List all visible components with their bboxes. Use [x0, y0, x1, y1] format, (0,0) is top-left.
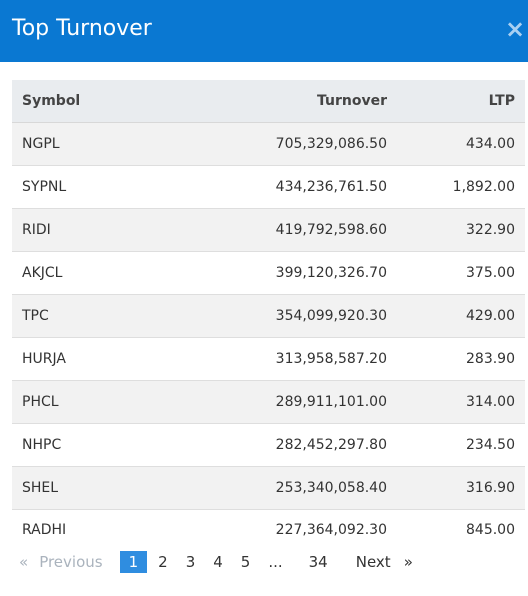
page-34-button[interactable]: 34 [308, 553, 328, 571]
cell-symbol: TPC [12, 294, 182, 338]
cell-symbol: RIDI [12, 208, 182, 252]
cell-turnover: 289,911,101.00 [182, 380, 397, 424]
cell-turnover: 253,340,058.40 [182, 466, 397, 510]
page-ellipsis: ... [268, 553, 283, 571]
cell-ltp: 234.50 [397, 423, 525, 467]
page-4-button[interactable]: 4 [213, 553, 223, 571]
table-row[interactable]: HURJA 313,958,587.20 283.90 [12, 337, 525, 381]
table-row[interactable]: PHCL 289,911,101.00 314.00 [12, 380, 525, 424]
cell-ltp: 283.90 [397, 337, 525, 381]
table-row[interactable]: RADHI 227,364,092.30 845.00 [12, 509, 525, 550]
pagination: « Previous 1 2 3 4 5... 34 Next » [12, 548, 424, 576]
page-3-button[interactable]: 3 [185, 553, 196, 571]
cell-symbol: NGPL [12, 122, 182, 166]
cell-turnover: 434,236,761.50 [182, 165, 397, 209]
cell-turnover: 227,364,092.30 [275, 521, 387, 538]
table-row[interactable]: RIDI 419,792,598.60 322.90 [12, 208, 525, 252]
table-header-row: Symbol Turnover LTP [12, 80, 525, 123]
modal-title: Top Turnover [12, 16, 152, 41]
next-button[interactable]: Next [355, 553, 391, 571]
cell-symbol: RADHI [22, 521, 67, 538]
cell-symbol: PHCL [12, 380, 182, 424]
page-1-button[interactable]: 1 [119, 551, 148, 573]
close-icon[interactable]: × [504, 15, 526, 43]
cell-symbol: SHEL [12, 466, 182, 510]
column-header-ltp: LTP [397, 80, 525, 123]
cell-turnover: 419,792,598.60 [182, 208, 397, 252]
cell-symbol: AKJCL [12, 251, 182, 295]
table-row[interactable]: SHEL 253,340,058.40 316.90 [12, 466, 525, 510]
modal-header: Top Turnover × [0, 0, 528, 62]
cell-symbol: HURJA [12, 337, 182, 381]
cell-ltp: 845.00 [466, 521, 515, 538]
turnover-table: Symbol Turnover LTP NGPL 705,329,086.50 43… [12, 80, 525, 550]
cell-ltp: 322.90 [397, 208, 525, 252]
page-numbers: 1 2 3 4 5... 34 [119, 551, 339, 573]
cell-turnover: 705,329,086.50 [182, 122, 397, 166]
previous-button: Previous [39, 553, 103, 571]
turnover-table-container: Symbol Turnover LTP NGPL 705,329,086.50 43… [12, 80, 525, 550]
cell-ltp: 314.00 [397, 380, 525, 424]
table-row[interactable]: TPC 354,099,920.30 429.00 [12, 294, 525, 338]
cell-ltp: 1,892.00 [397, 165, 525, 209]
cell-symbol: SYPNL [12, 165, 182, 209]
cell-turnover: 399,120,326.70 [182, 251, 397, 295]
cell-turnover: 313,958,587.20 [182, 337, 397, 381]
table-row[interactable]: NGPL 705,329,086.50 434.00 [12, 122, 525, 166]
next-arrow[interactable]: » [403, 553, 413, 571]
table-row[interactable]: NHPC 282,452,297.80 234.50 [12, 423, 525, 467]
cell-turnover: 354,099,920.30 [182, 294, 397, 338]
column-header-turnover: Turnover [182, 80, 397, 123]
page-5-button[interactable]: 5 [240, 553, 251, 571]
table-body: NGPL 705,329,086.50 434.00 SYPNL 434,236,761… [12, 122, 525, 550]
cell-turnover: 282,452,297.80 [182, 423, 397, 467]
table-row[interactable]: SYPNL 434,236,761.50 1,892.00 [12, 165, 525, 209]
cell-ltp: 375.00 [397, 251, 525, 295]
column-header-symbol: Symbol [12, 80, 182, 123]
table-row[interactable]: AKJCL 399,120,326.70 375.00 [12, 251, 525, 295]
previous-arrow: « [19, 553, 29, 571]
cell-ltp: 434.00 [397, 122, 525, 166]
page-2-button[interactable]: 2 [158, 553, 168, 571]
cell-ltp: 316.90 [397, 466, 525, 510]
cell-symbol: NHPC [12, 423, 182, 467]
cell-ltp: 429.00 [397, 294, 525, 338]
